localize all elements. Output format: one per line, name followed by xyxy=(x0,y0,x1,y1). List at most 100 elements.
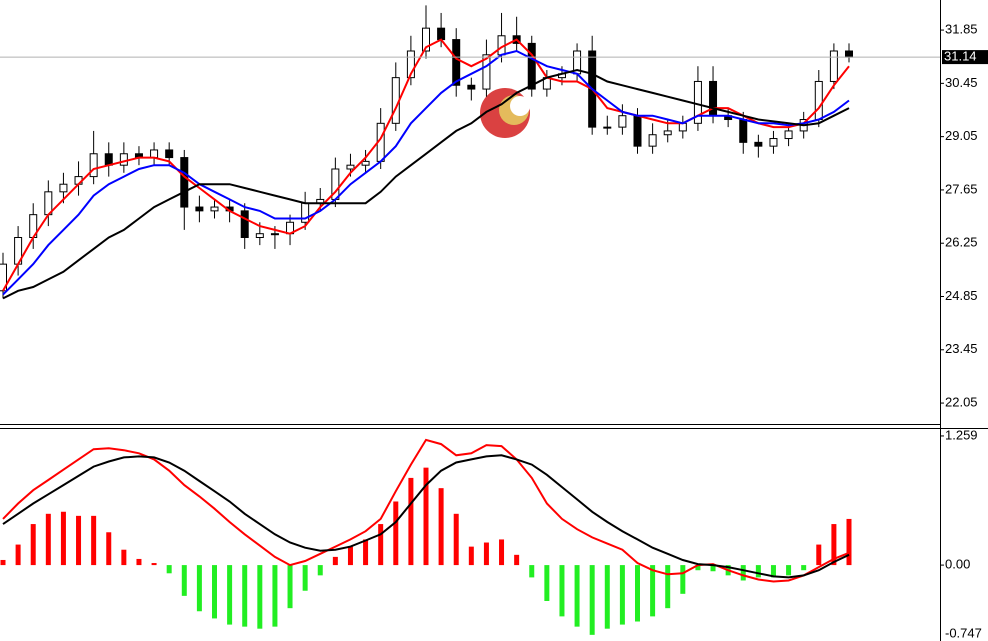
histogram-bar xyxy=(453,513,459,566)
histogram-bar xyxy=(363,539,369,566)
candle-body xyxy=(618,115,627,128)
y-tick-label: 0.00 xyxy=(945,557,970,572)
candle-body xyxy=(452,39,461,86)
histogram-bar xyxy=(166,565,172,574)
y-tick-label: 22.05 xyxy=(945,395,978,410)
candle-body xyxy=(648,134,657,147)
candle-body xyxy=(754,141,763,147)
watermark-logo xyxy=(480,88,530,138)
indicator-line xyxy=(2,38,850,292)
histogram-bar xyxy=(680,565,686,594)
histogram-bar xyxy=(0,559,6,566)
histogram-bar xyxy=(801,565,807,571)
histogram-bar xyxy=(786,565,792,576)
candle-body xyxy=(165,149,174,159)
histogram-bar xyxy=(212,565,217,619)
histogram-bar xyxy=(317,565,323,576)
histogram-bar xyxy=(635,565,640,622)
histogram-bar xyxy=(257,565,263,629)
histogram-bar xyxy=(227,565,233,625)
histogram-bar xyxy=(60,511,66,566)
candle-body xyxy=(406,50,415,79)
histogram-bar xyxy=(468,546,474,566)
histogram-bar xyxy=(393,501,399,566)
histogram-bar xyxy=(76,515,82,566)
candle-body xyxy=(195,206,204,212)
candle-body xyxy=(709,80,718,117)
candle-body xyxy=(270,233,279,236)
histogram-bar xyxy=(695,565,701,571)
candle-body xyxy=(527,42,536,90)
histogram-bar xyxy=(499,539,505,566)
candle-body xyxy=(678,122,687,132)
y-tick-label: 30.45 xyxy=(945,75,978,90)
candle-body xyxy=(210,206,219,212)
histogram-bar xyxy=(106,532,112,566)
y-tick-label: -0.747 xyxy=(945,625,982,640)
histogram-bar xyxy=(559,565,565,617)
histogram-bar xyxy=(302,565,308,591)
candle-body xyxy=(59,183,68,193)
last-price-box xyxy=(942,50,988,65)
histogram-bar xyxy=(136,558,142,566)
indicator-line xyxy=(2,68,850,300)
y-tick-label: 27.65 xyxy=(945,181,978,196)
y-tick-label: 23.45 xyxy=(945,341,978,356)
candle-body xyxy=(361,160,370,166)
histogram-bar xyxy=(831,524,837,566)
candle-body xyxy=(603,126,612,129)
histogram-bar xyxy=(483,542,489,566)
y-tick-label: 29.05 xyxy=(945,128,978,143)
histogram-bar xyxy=(650,565,656,617)
candle-body xyxy=(467,84,476,90)
histogram-bar xyxy=(529,565,535,578)
histogram-bar xyxy=(770,565,776,578)
histogram-bar xyxy=(91,515,97,566)
histogram-bar xyxy=(287,565,293,609)
histogram-bar xyxy=(544,565,550,601)
histogram-bar xyxy=(665,565,671,609)
candle-body xyxy=(769,138,778,147)
candle-body xyxy=(437,27,446,41)
candle-body xyxy=(180,157,189,208)
histogram-bar xyxy=(846,518,852,566)
indicator-line xyxy=(2,49,850,296)
histogram-bar xyxy=(619,565,625,625)
candle-body xyxy=(829,50,838,82)
candle-body xyxy=(663,130,672,136)
histogram-bar xyxy=(438,488,444,566)
histogram-bar xyxy=(604,565,610,629)
candle-body xyxy=(814,80,823,121)
histogram-bar xyxy=(574,565,580,627)
candle-body xyxy=(845,50,853,58)
histogram-bar xyxy=(181,565,187,596)
candle-body xyxy=(119,153,128,166)
candle-body xyxy=(104,153,113,166)
histogram-bar xyxy=(151,563,157,566)
histogram-bar xyxy=(15,544,21,566)
candle-body xyxy=(150,149,159,159)
candle-body xyxy=(784,130,793,140)
histogram-bar xyxy=(423,467,429,566)
histogram-bar xyxy=(589,565,595,635)
y-tick-label: 1.259 xyxy=(945,427,978,442)
y-tick-label: 24.85 xyxy=(945,288,978,303)
last-price-label: 31.14 xyxy=(944,49,977,64)
candle-body xyxy=(346,164,355,170)
candle-body xyxy=(633,115,642,147)
candle-body xyxy=(482,54,491,90)
histogram-bar xyxy=(45,513,51,566)
candle-body xyxy=(693,80,702,124)
y-tick-label: 26.25 xyxy=(945,235,978,250)
indicator-line xyxy=(2,454,850,579)
histogram-bar xyxy=(740,565,746,581)
y-tick-label: 31.85 xyxy=(945,22,978,37)
histogram-bar xyxy=(242,565,248,627)
candle-body xyxy=(240,210,249,239)
histogram-bar xyxy=(196,565,202,612)
candle-body xyxy=(422,27,430,52)
candle-body xyxy=(89,153,98,178)
histogram-bar xyxy=(378,524,384,566)
histogram-bar xyxy=(272,565,278,627)
